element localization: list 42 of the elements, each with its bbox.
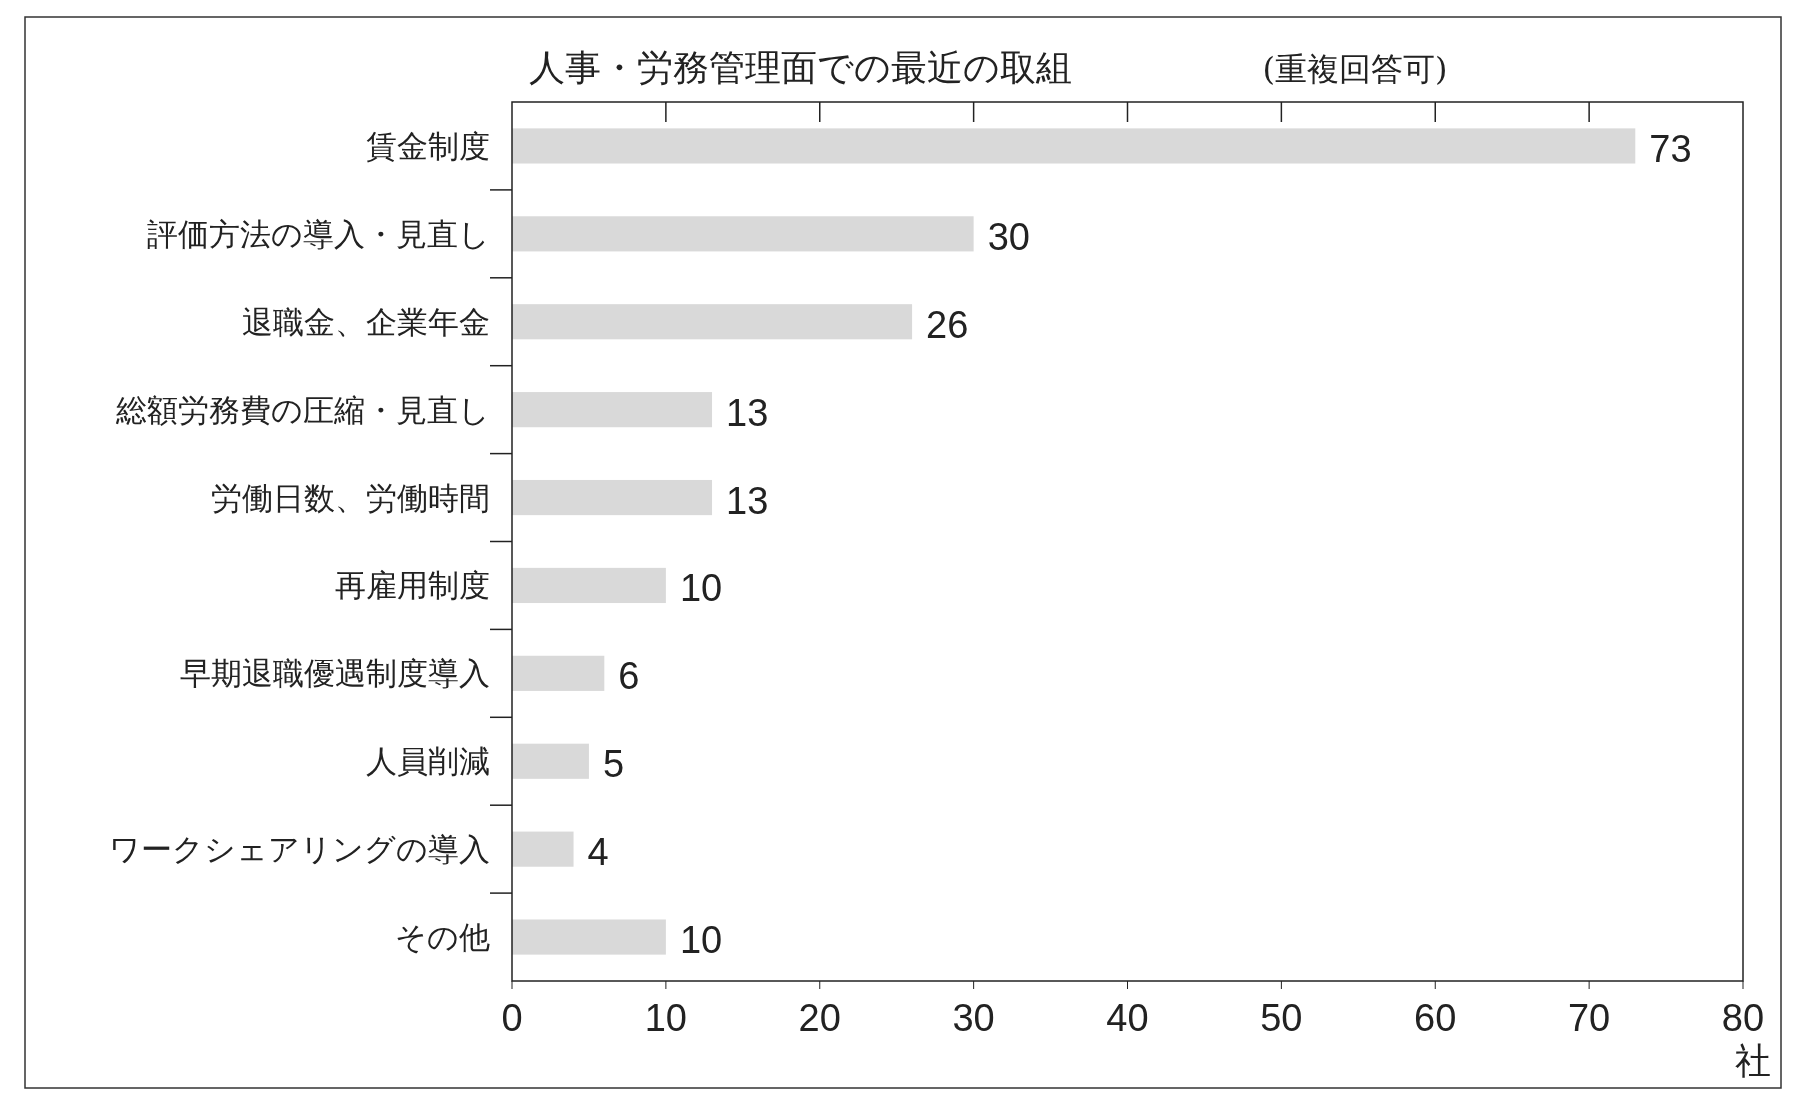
y-tick-label: 早期退職優遇制度導入	[180, 655, 490, 692]
bar	[512, 567, 666, 604]
data-label: 30	[987, 215, 1030, 258]
y-tick-label: 評価方法の導入・見直し	[147, 215, 490, 252]
chart-subtitle: (重複回答可)	[1262, 50, 1448, 88]
x-tick-label: 0	[501, 997, 523, 1039]
bar	[512, 392, 713, 428]
data-label: 4	[587, 831, 609, 874]
bar	[512, 831, 574, 867]
x-tick-label: 50	[1260, 997, 1303, 1039]
bar	[512, 216, 974, 252]
data-label: 5	[602, 743, 625, 786]
x-tick-label: 10	[644, 997, 688, 1039]
bar	[512, 655, 605, 691]
x-tick-label: 30	[952, 997, 995, 1039]
bar	[512, 128, 1636, 164]
x-tick-label: 20	[798, 997, 841, 1039]
y-tick-label: 退職金、企業年金	[242, 303, 490, 340]
y-tick-label: その他	[395, 919, 490, 956]
data-label: 10	[679, 919, 723, 962]
y-tick-label: 総額労務費の圧縮・見直し	[115, 391, 490, 428]
data-label: 10	[679, 567, 723, 610]
y-tick-label: 人員削減	[366, 743, 490, 780]
bar	[512, 479, 713, 516]
y-tick-label: ワークシェアリングの導入	[109, 831, 490, 868]
data-label: 13	[726, 391, 769, 434]
x-axis-title: 社	[1735, 1040, 1771, 1081]
chart-title: 人事・労務管理面での最近の取組	[528, 47, 1072, 88]
bar	[512, 919, 666, 955]
x-tick-label: 60	[1414, 997, 1457, 1039]
data-label: 13	[726, 479, 769, 522]
x-tick-label: 70	[1567, 997, 1611, 1039]
y-tick-label: 再雇用制度	[335, 567, 490, 604]
bar	[512, 743, 589, 779]
x-tick-label: 40	[1106, 997, 1149, 1039]
y-tick-label: 賃金制度	[366, 127, 490, 164]
data-label: 73	[1649, 127, 1692, 170]
y-tick-label: 労働日数、労働時間	[211, 479, 490, 516]
bar	[512, 304, 913, 340]
data-label: 6	[618, 655, 640, 698]
data-label: 26	[926, 303, 969, 346]
x-tick-label: 80	[1721, 997, 1765, 1039]
